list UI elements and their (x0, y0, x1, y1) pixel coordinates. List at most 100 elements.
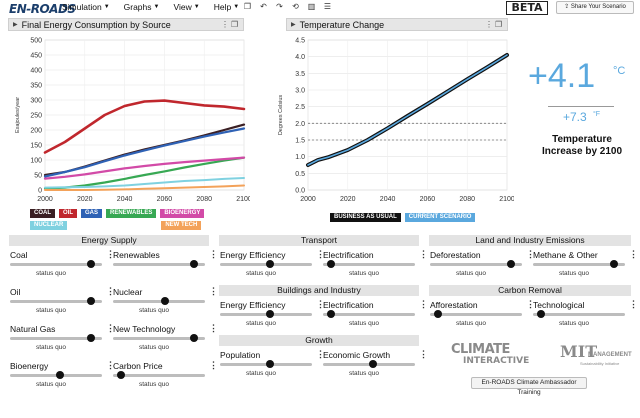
legend-bioenergy[interactable]: BIOENERGY (160, 209, 205, 218)
slider-handle[interactable] (87, 260, 96, 268)
slider-handle[interactable] (507, 260, 516, 268)
control-label: Methane & Other (533, 250, 598, 260)
slider-track[interactable] (113, 337, 205, 340)
more-options-icon[interactable]: ⋮ (209, 286, 218, 296)
graph-menu-icon[interactable]: ⋮ (485, 20, 493, 29)
slider-handle[interactable] (434, 310, 443, 318)
status-quo-label: status quo (139, 381, 169, 388)
control-label: Energy Efficiency (220, 300, 286, 310)
more-options-icon[interactable]: ⋮ (419, 299, 428, 309)
slider-track[interactable] (323, 313, 415, 316)
control-label: Technological (533, 300, 585, 310)
graph-menu-icon[interactable]: ⋮ (221, 20, 229, 29)
undo-icon[interactable]: ↶ (260, 2, 267, 11)
en-roads-logo[interactable]: EN-ROADS (9, 2, 76, 16)
status-quo-label: status quo (246, 370, 276, 377)
series-line-current-scenario (307, 54, 508, 166)
slider-handle[interactable] (368, 360, 377, 368)
control-renewables: Renewables ⋮ (113, 249, 218, 278)
table-icon[interactable]: ▥ (307, 2, 316, 11)
x-tick-label: 2100 (499, 196, 514, 203)
status-quo-label: status quo (456, 320, 486, 327)
slider-track[interactable] (430, 263, 522, 266)
copy-graph-icon[interactable]: ❐ (231, 20, 239, 29)
legend-business-as-usual[interactable]: BUSINESS AS USUAL (330, 213, 401, 222)
slider-track[interactable] (10, 300, 102, 303)
slider-track[interactable] (113, 300, 205, 303)
more-options-icon[interactable]: ⋮ (106, 323, 115, 333)
temperature-graph-header: ▶ Temperature Change ⋮ ❐ (286, 18, 508, 31)
more-options-icon[interactable]: ⋮ (629, 249, 638, 259)
more-options-icon[interactable]: ⋮ (629, 299, 638, 309)
mit-management-logo[interactable]: MIT MANAGEMENT Sustainability Initiative (560, 342, 632, 366)
legend-gas[interactable]: GAS (81, 209, 103, 218)
more-options-icon[interactable]: ⋮ (316, 349, 325, 359)
control-new-technology: New Technology ⋮ status quo (113, 323, 218, 352)
slider-track[interactable] (533, 313, 625, 316)
more-options-icon[interactable]: ⋮ (526, 249, 535, 259)
more-options-icon[interactable]: ⋮ (106, 286, 115, 296)
slider-track[interactable] (113, 374, 205, 377)
status-quo-label: status quo (139, 307, 169, 314)
redo-icon[interactable]: ↷ (276, 2, 283, 11)
status-quo-label: status quo (246, 320, 276, 327)
control-label: Natural Gas (10, 324, 56, 334)
legend-nuclear[interactable]: NUCLEAR (30, 221, 68, 230)
slider-handle[interactable] (327, 310, 336, 318)
more-options-icon[interactable]: ⋮ (316, 249, 325, 259)
slider-handle[interactable] (161, 297, 170, 305)
legend-new-tech[interactable]: NEW TECH (161, 221, 202, 230)
control-label: Coal (10, 250, 28, 260)
ambassador-training-button[interactable]: En-ROADS Climate Ambassador Training (471, 377, 587, 396)
legend-oil[interactable]: OIL (59, 209, 77, 218)
slider-handle[interactable] (327, 260, 336, 268)
control-technological: Technological ⋮ status quo (533, 299, 638, 328)
control-afforestation: Afforestation ⋮ status quo (430, 299, 535, 328)
more-options-icon[interactable]: ⋮ (419, 349, 428, 359)
more-options-icon[interactable]: ⋮ (209, 249, 218, 259)
control-carbon-price: Carbon Price ⋮ status quo (113, 360, 218, 389)
legend-renewables[interactable]: RENEWABLES (106, 209, 157, 218)
slider-track[interactable] (533, 263, 625, 266)
share-scenario-button[interactable]: ⇪ Share Your Scenario (556, 1, 634, 14)
slider-handle[interactable] (610, 260, 619, 268)
reset-icon[interactable]: ⟲ (292, 2, 299, 11)
play-icon[interactable]: ▶ (13, 22, 18, 28)
copy-icon[interactable]: ❐ (243, 2, 252, 11)
more-options-icon[interactable]: ⋮ (316, 299, 325, 309)
more-options-icon[interactable]: ⋮ (526, 299, 535, 309)
more-options-icon[interactable]: ⋮ (106, 360, 115, 370)
slider-track[interactable] (10, 337, 102, 340)
menu-simulation[interactable]: Simulation ▼ (62, 2, 110, 12)
slider-track[interactable] (113, 263, 205, 266)
slider-handle[interactable] (190, 260, 199, 268)
copy-graph-icon[interactable]: ❐ (495, 20, 503, 29)
legend-coal[interactable]: COAL (30, 209, 55, 218)
climate-interactive-logo[interactable]: CLIMATE INTERACTIVE (451, 342, 530, 366)
slider-handle[interactable] (117, 371, 126, 379)
slider-handle[interactable] (87, 297, 96, 305)
share-icon: ⇪ (564, 4, 571, 10)
slider-handle[interactable] (537, 310, 546, 318)
slider-handle[interactable] (87, 334, 96, 342)
more-options-icon[interactable]: ⋮ (419, 249, 428, 259)
list-icon[interactable]: ☰ (323, 2, 332, 11)
slider-handle[interactable] (190, 334, 199, 342)
slider-handle[interactable] (55, 371, 64, 379)
status-quo-label: status quo (349, 270, 379, 277)
menu-view[interactable]: View ▼ (173, 2, 200, 12)
slider-track[interactable] (430, 313, 522, 316)
more-options-icon[interactable]: ⋮ (209, 323, 218, 333)
slider-track[interactable] (10, 263, 102, 266)
menu-help[interactable]: Help ▼ (213, 2, 240, 12)
slider-handle[interactable] (265, 360, 274, 368)
control-label: Population (220, 350, 261, 360)
more-options-icon[interactable]: ⋮ (209, 360, 218, 370)
play-icon[interactable]: ▶ (291, 22, 296, 28)
legend-current-scenario[interactable]: CURRENT SCENARIO (404, 213, 476, 222)
more-options-icon[interactable]: ⋮ (106, 249, 115, 259)
menu-graphs[interactable]: Graphs ▼ (123, 2, 160, 12)
slider-track[interactable] (323, 263, 415, 266)
slider-handle[interactable] (265, 260, 274, 268)
slider-handle[interactable] (265, 310, 274, 318)
